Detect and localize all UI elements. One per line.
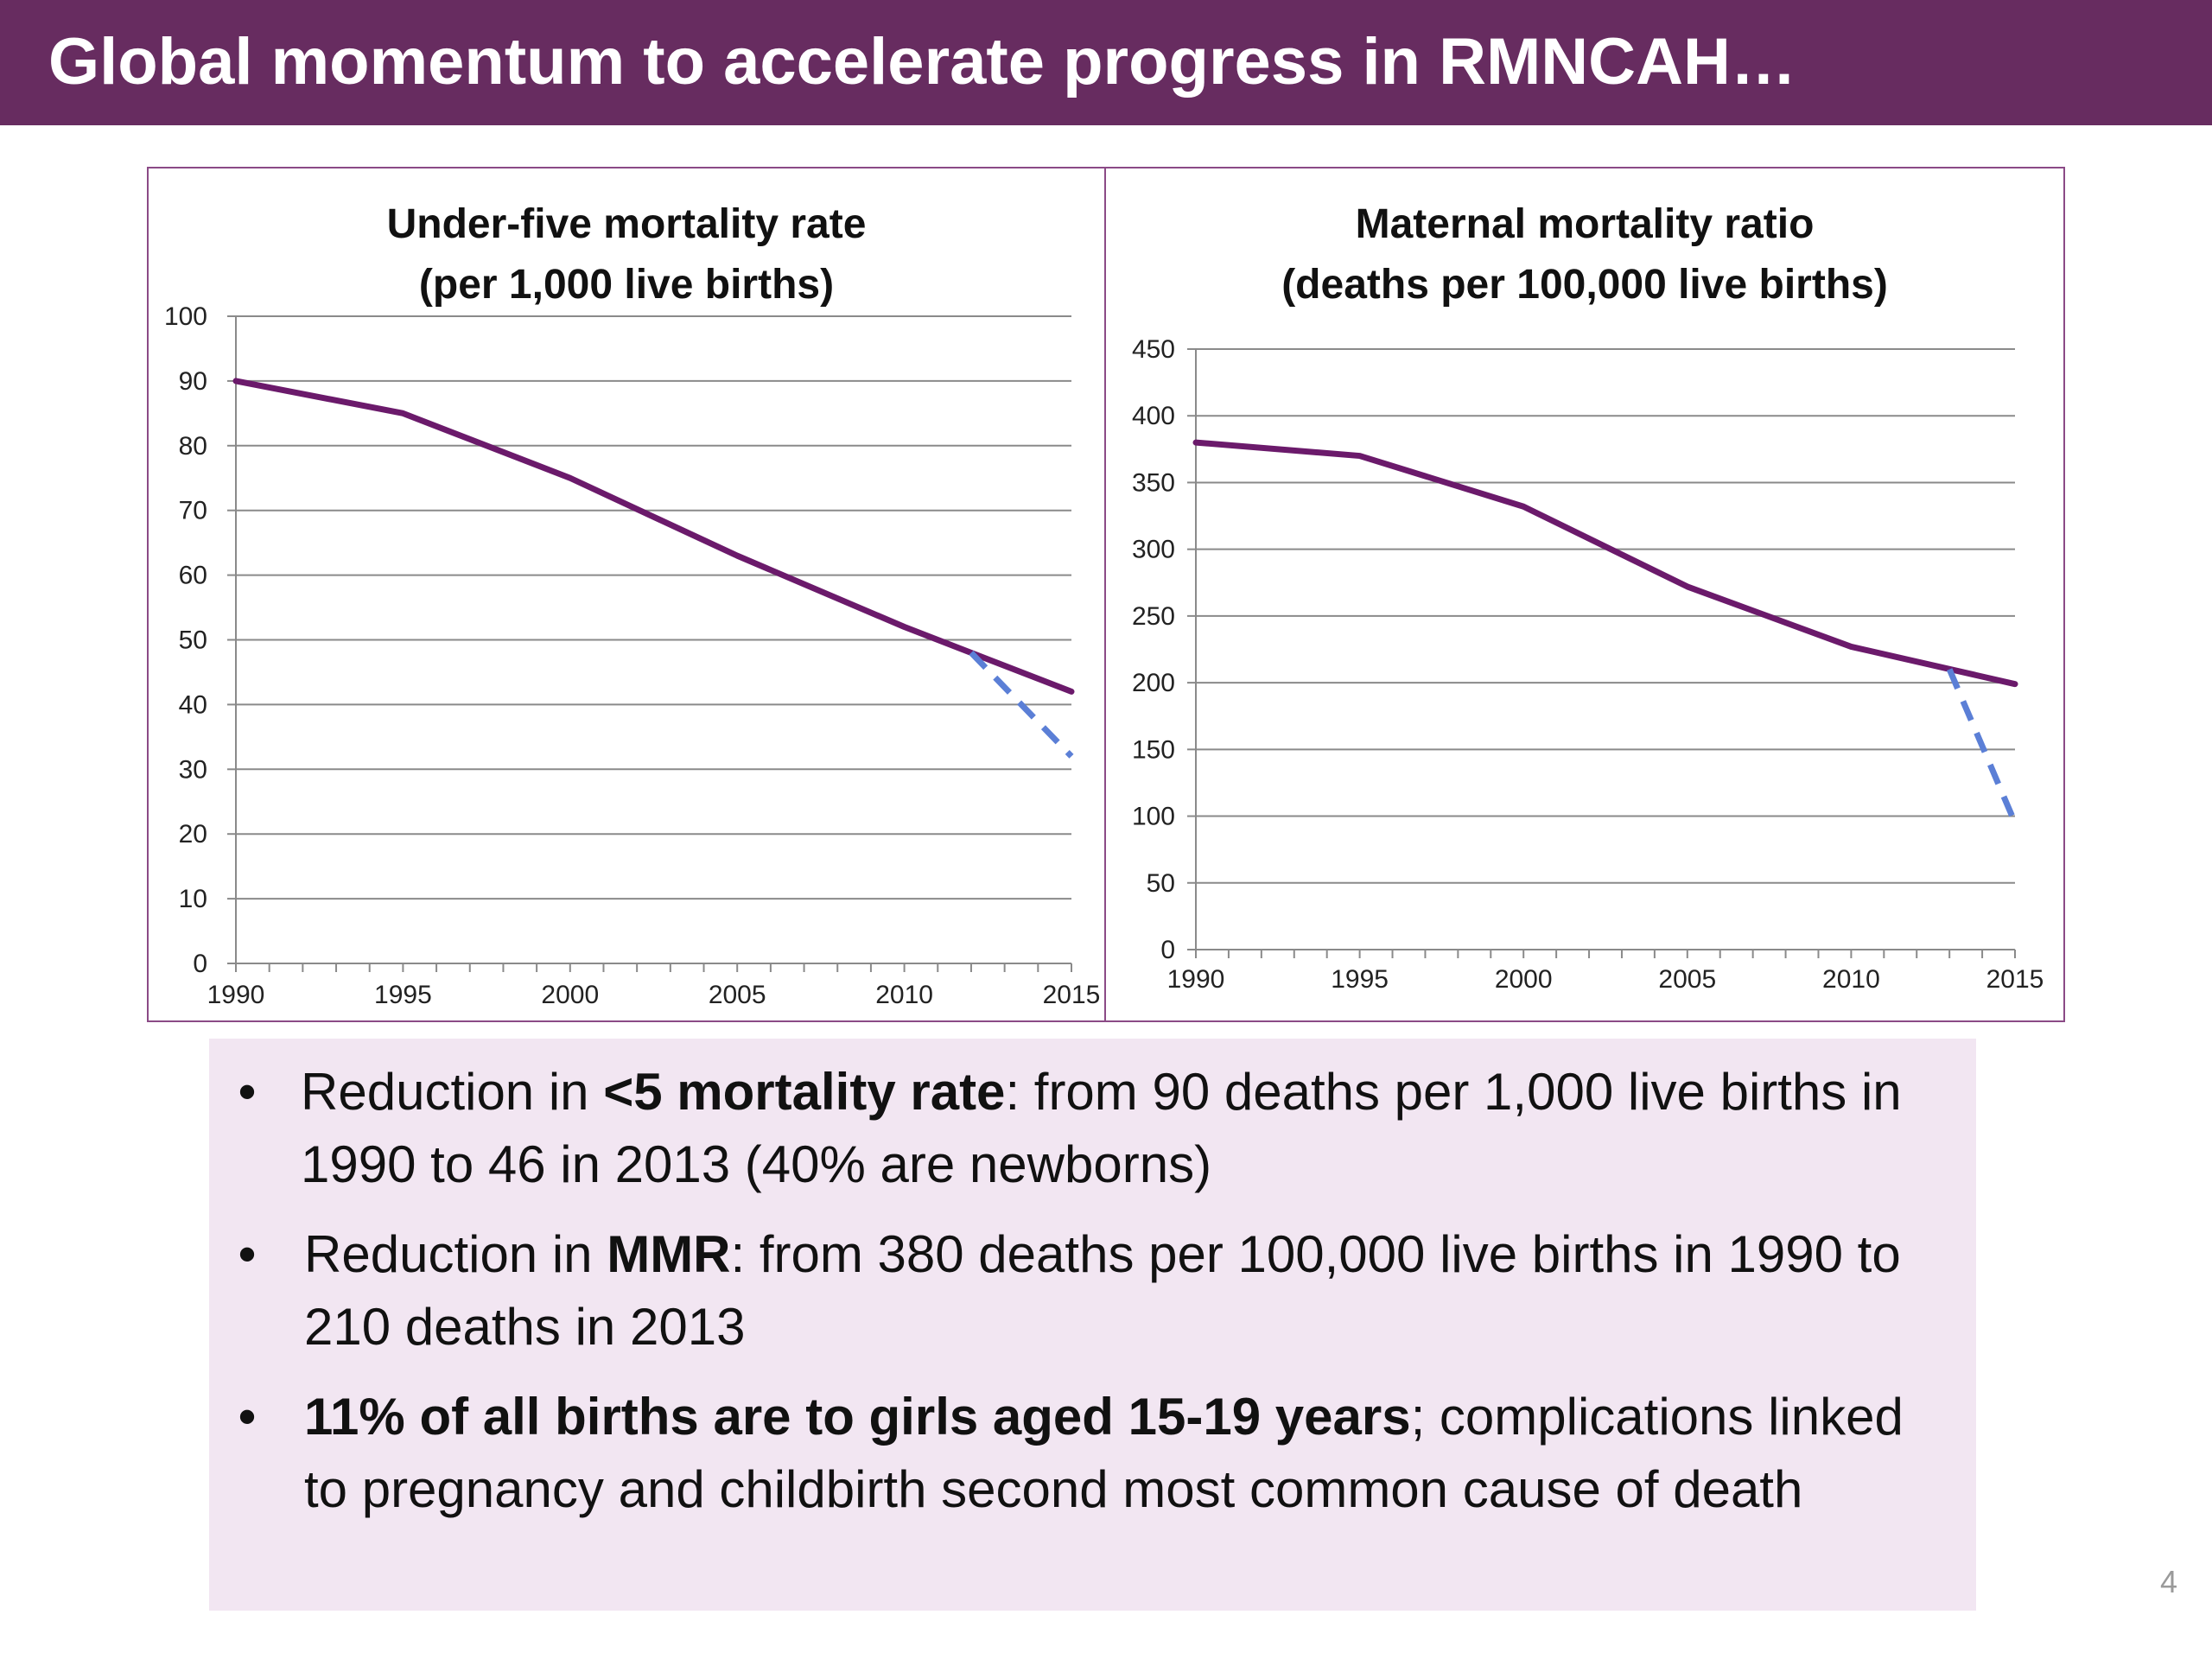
actual-trend-line (232, 378, 1075, 695)
bullet-text-post: : from 380 deaths per 100,000 live birth… (304, 1225, 1901, 1356)
target-trend-line (969, 651, 1074, 759)
x-tick-label: 2015 (1043, 981, 1101, 1009)
maternal-chart-plot: 0 50 100 150 200 250 300 350 400 450 1990 1995 2000 2… (1132, 335, 2044, 994)
y-tick-label: 0 (1160, 936, 1175, 964)
y-tick-label: 250 (1132, 602, 1175, 631)
y-tick-label: 400 (1132, 402, 1175, 430)
x-tick-label: 1990 (1167, 965, 1225, 994)
bullet-text: Reduction in MMR: from 380 deaths per 10… (304, 1218, 1924, 1363)
bullet-text-bold: 11% of all births are to girls aged 15-1… (304, 1388, 1411, 1446)
y-tick-label: 80 (179, 432, 207, 461)
maternal-chart-title-line2: (deaths per 100,000 live births) (1281, 262, 1888, 308)
x-tick-label: 1995 (374, 981, 432, 1009)
y-tick-label: 0 (193, 950, 207, 978)
y-tick-label: 50 (179, 626, 207, 655)
bullet-marker: • (238, 1225, 257, 1283)
y-tick-label: 70 (179, 497, 207, 525)
y-tick-label: 40 (179, 690, 207, 719)
y-tick-label: 30 (179, 755, 207, 784)
under-five-chart-title: Under-five mortality rate (per 1,000 liv… (149, 194, 1104, 315)
bullet-text-bold: <5 mortality rate (603, 1063, 1006, 1121)
x-tick-label: 2000 (1495, 965, 1553, 994)
x-tick-label: 2015 (1986, 965, 2044, 994)
y-tick-label: 450 (1132, 335, 1175, 364)
y-tick-label: 50 (1147, 869, 1175, 898)
under-five-chart-panel: Under-five mortality rate (per 1,000 liv… (147, 167, 1106, 1022)
x-tick-label: 2000 (541, 981, 599, 1009)
x-tick-label: 1995 (1331, 965, 1389, 994)
y-tick-label: 100 (1132, 803, 1175, 831)
slide-title: Global momentum to accelerate progress i… (48, 25, 1796, 99)
y-tick-label: 90 (179, 367, 207, 396)
bullet-text-post: ; complications linked to pregnancy and … (304, 1388, 1904, 1518)
y-tick-label: 200 (1132, 669, 1175, 697)
under-five-chart-title-line1: Under-five mortality rate (386, 201, 867, 247)
title-bar: Global momentum to accelerate progress i… (0, 0, 2212, 125)
x-tick-label: 1990 (207, 981, 265, 1009)
x-tick-label: 2010 (1822, 965, 1880, 994)
page-number: 4 (2159, 1564, 2177, 1599)
bullet-marker: • (238, 1388, 257, 1446)
y-tick-label: 150 (1132, 735, 1175, 764)
y-tick-label: 100 (164, 302, 207, 331)
actual-trend-line (1192, 439, 2018, 688)
maternal-chart-title-line1: Maternal mortality ratio (1355, 201, 1815, 247)
key-facts-box: • Reduction in <5 mortality rate: from 9… (209, 1039, 1976, 1611)
y-tick-label: 300 (1132, 536, 1175, 564)
bullet-text-pre: Reduction in (304, 1225, 607, 1283)
y-tick-label: 10 (179, 885, 207, 913)
y-tick-label: 350 (1132, 468, 1175, 497)
x-tick-label: 2005 (1658, 965, 1716, 994)
bullet-text-bold: MMR (607, 1225, 731, 1283)
bullet-text: 11% of all births are to girls aged 15-1… (304, 1381, 1924, 1526)
under-five-chart-title-line2: (per 1,000 live births) (418, 262, 835, 308)
under-five-chart-plot: 0 10 20 30 40 50 60 70 80 90 100 1990 1995 2000 2005 20… (164, 302, 1101, 1009)
x-tick-label: 2005 (709, 981, 766, 1009)
bullet-marker: • (238, 1063, 257, 1121)
target-trend-line (1946, 668, 2018, 824)
bullet-text: Reduction in <5 mortality rate: from 90 … (301, 1056, 1924, 1201)
bullet-text-pre: Reduction in (301, 1063, 604, 1121)
maternal-chart-title: Maternal mortality ratio (deaths per 100… (1106, 194, 2063, 315)
bullet-text-post: : from 90 deaths per 1,000 live births i… (301, 1063, 1902, 1193)
y-tick-label: 20 (179, 820, 207, 849)
y-tick-label: 60 (179, 562, 207, 590)
maternal-mortality-chart-panel: Maternal mortality ratio (deaths per 100… (1104, 167, 2065, 1022)
x-tick-label: 2010 (875, 981, 933, 1009)
